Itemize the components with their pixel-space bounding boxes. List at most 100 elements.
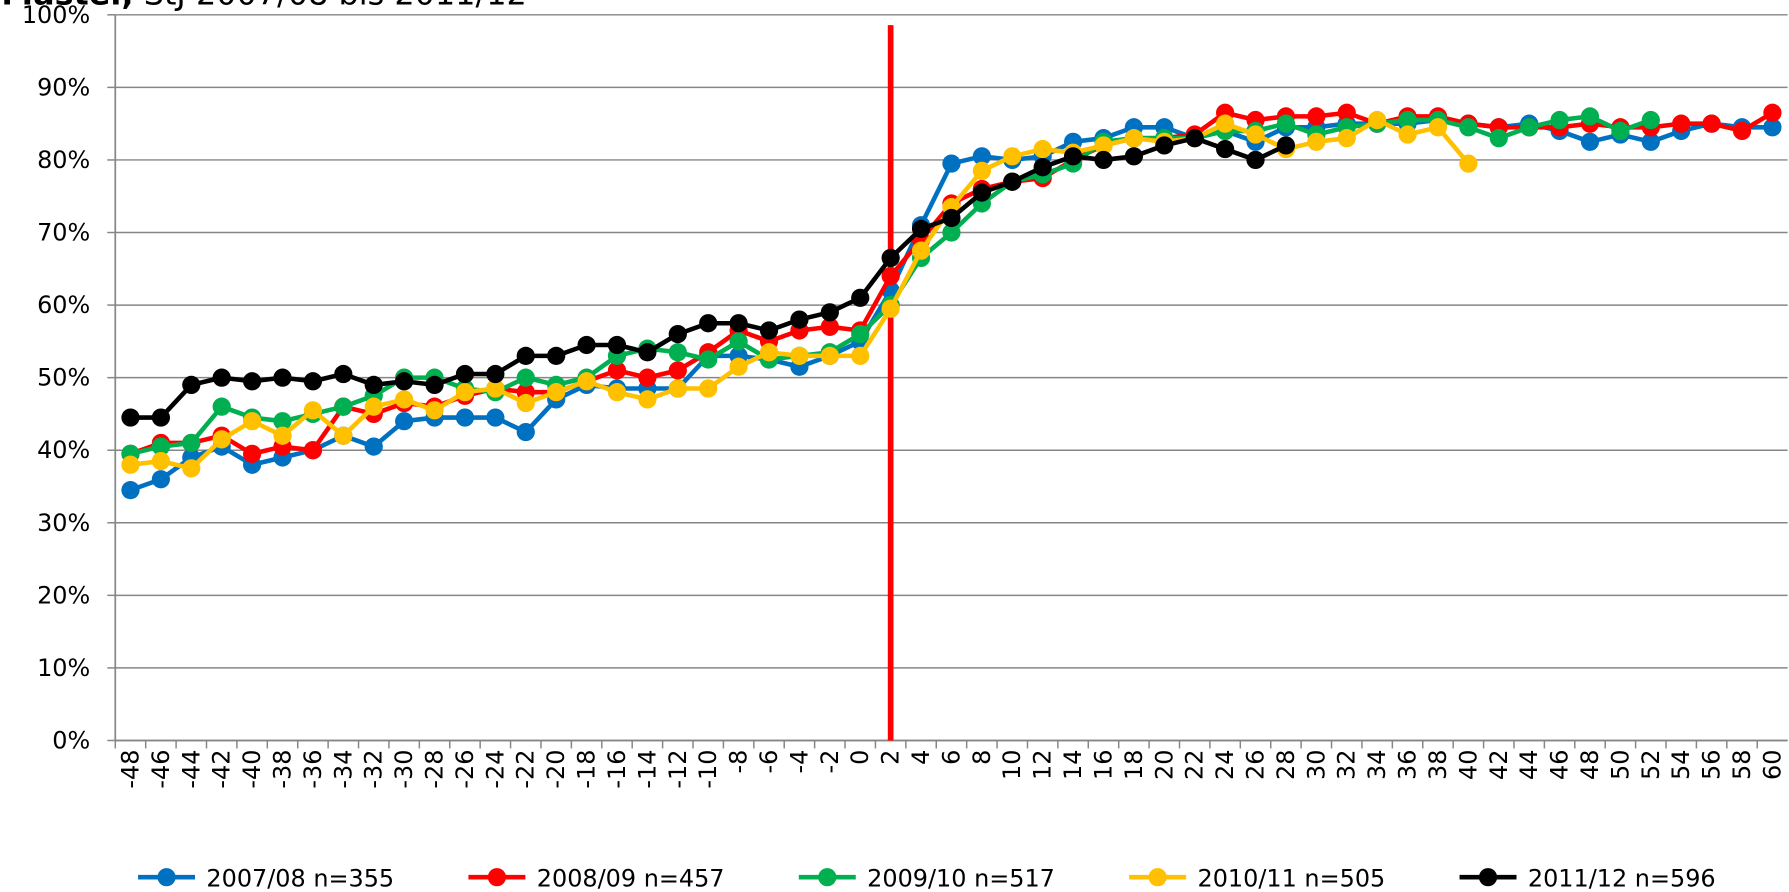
x-tick-label: -14 [633,750,661,789]
x-tick-label: 20 [1150,750,1178,780]
x-tick-label: 28 [1272,750,1300,780]
data-point [1307,107,1326,126]
series-line [130,135,1287,420]
data-point [182,433,201,453]
data-point [942,208,961,228]
x-tick-label: 18 [1120,750,1148,780]
data-point [1307,132,1326,151]
x-tick-label: 44 [1515,750,1543,780]
data-point [911,241,931,260]
x-tick-label: -12 [664,750,692,789]
data-point [911,219,931,238]
data-point [121,481,140,500]
x-tick-label: 32 [1333,750,1361,780]
data-point [577,335,596,355]
data-point [1216,114,1235,133]
data-point [1033,139,1052,159]
data-point [820,317,839,336]
data-point [1337,103,1356,122]
x-tick-label: 60 [1758,750,1786,780]
data-point [121,455,140,474]
x-tick-label: 38 [1424,750,1452,780]
data-point [942,223,961,242]
data-point [699,350,718,369]
x-tick-label: 34 [1363,750,1391,780]
x-tick-label: -8 [725,750,753,774]
data-point [1216,139,1235,159]
data-point [273,412,292,431]
x-tick-label: -2 [816,750,844,774]
data-point [1003,147,1022,166]
data-point [668,343,687,362]
data-point [516,393,535,413]
x-tick-label: 22 [1181,750,1209,780]
x-tick-label: -30 [390,750,418,789]
x-tick-label: 24 [1211,750,1239,780]
data-point [334,364,353,384]
data-point [881,266,900,286]
legend-label: 2008/09 n=457 [537,864,725,892]
x-tick-label: 16 [1089,750,1117,780]
data-point [516,422,535,442]
data-point [668,324,687,344]
data-point [638,343,657,362]
x-tick-label: 12 [1029,750,1057,780]
data-point [242,444,262,463]
data-point [151,437,171,456]
data-point [151,408,171,427]
data-point [1398,110,1417,130]
x-tick-label: -48 [116,750,144,789]
y-tick-label: 0% [52,726,90,754]
x-tick-label: 58 [1728,750,1756,780]
data-point [668,361,687,380]
x-tick-label: 56 [1698,750,1726,780]
data-point [972,183,991,202]
data-point [1033,158,1052,177]
chart-title: Master, StJ 2007/08 bis 2011/12 [1,0,526,13]
y-tick-label: 70% [37,218,90,246]
data-point [1763,118,1782,137]
data-point [1185,129,1204,148]
data-point [1611,121,1630,141]
legend-marker [1478,868,1498,887]
data-point [851,346,870,365]
data-point [1763,103,1782,122]
data-point [242,372,262,391]
data-point [1155,136,1174,155]
data-point [486,408,505,427]
data-point [972,161,991,180]
x-tick-label: 0 [846,750,874,765]
data-point [1246,125,1265,144]
x-tick-label: 10 [998,750,1026,780]
data-point [273,368,292,387]
x-tick-label: -20 [542,750,570,789]
x-tick-label: -32 [360,750,388,789]
data-point [1459,118,1478,137]
data-point [881,248,900,268]
x-tick-label: -18 [573,750,601,789]
data-point [121,408,140,427]
x-tick-label: -10 [694,750,722,789]
x-tick-label: -34 [329,750,357,789]
data-point [182,459,201,478]
data-point [303,441,323,460]
data-point [729,357,748,376]
data-point [607,383,627,402]
x-tick-label: -42 [208,750,236,789]
x-tick-label: -40 [238,750,266,789]
data-point [1520,118,1539,137]
legend-marker [818,868,837,887]
data-point [151,451,171,471]
data-point [638,368,657,387]
data-point [1580,132,1600,151]
data-point [1003,172,1022,191]
x-tick-label: -38 [268,750,296,789]
x-tick-label: -4 [785,750,813,774]
data-point [364,437,383,456]
x-tick-label: -36 [299,750,327,789]
x-tick-label: -44 [177,750,205,789]
x-tick-label: -6 [755,750,783,774]
data-point [547,383,566,402]
x-tick-label: 54 [1667,750,1695,780]
